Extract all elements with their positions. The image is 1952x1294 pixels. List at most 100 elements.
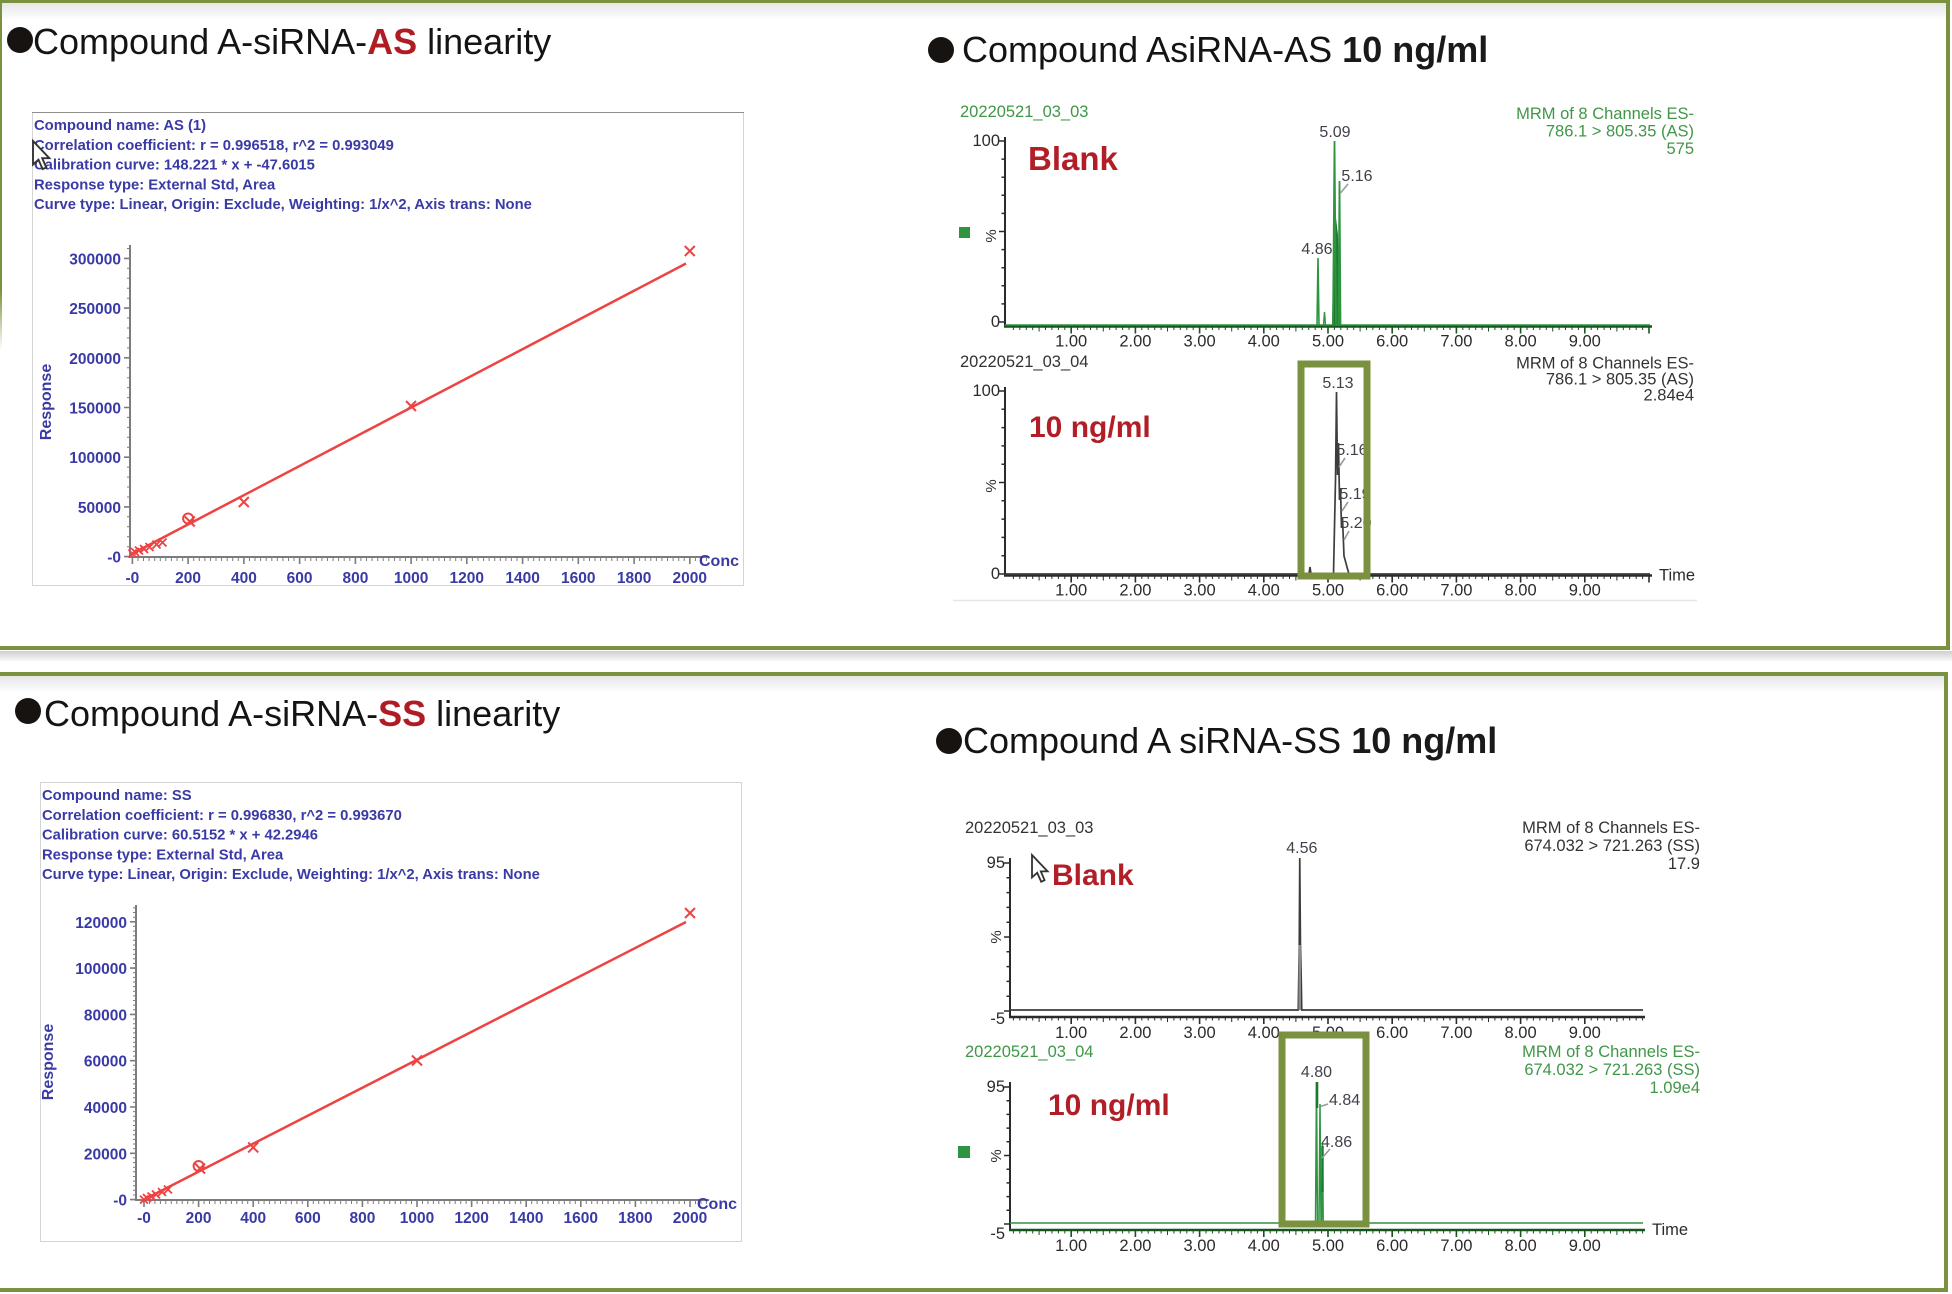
svg-text:1.00: 1.00 — [1055, 333, 1087, 351]
svg-text:3.00: 3.00 — [1184, 1237, 1216, 1255]
svg-text:4.00: 4.00 — [1248, 1024, 1280, 1042]
svg-text:3.00: 3.00 — [1184, 1024, 1216, 1042]
svg-text:1000: 1000 — [394, 570, 428, 586]
svg-text:%: % — [988, 1149, 1005, 1162]
svg-text:9.00: 9.00 — [1569, 1237, 1601, 1255]
svg-text:1200: 1200 — [454, 1210, 488, 1227]
svg-text:600: 600 — [295, 1210, 321, 1227]
svg-text:4.80: 4.80 — [1301, 1064, 1332, 1081]
svg-text:80000: 80000 — [84, 1007, 127, 1024]
svg-text:8.00: 8.00 — [1505, 1237, 1537, 1255]
svg-text:Response: Response — [40, 1024, 57, 1101]
svg-text:17.9: 17.9 — [1668, 855, 1700, 873]
svg-text:20220521_03_04: 20220521_03_04 — [965, 1043, 1093, 1061]
svg-text:-5: -5 — [990, 1225, 1005, 1243]
svg-text:4.86: 4.86 — [1301, 241, 1332, 258]
svg-text:Time: Time — [1659, 567, 1695, 585]
svg-text:3.00: 3.00 — [1184, 333, 1216, 351]
svg-text:6.00: 6.00 — [1376, 1237, 1408, 1255]
svg-text:100: 100 — [972, 382, 1000, 400]
svg-text:9.00: 9.00 — [1569, 1024, 1601, 1042]
svg-text:Curve type: Linear, Origin: Ex: Curve type: Linear, Origin: Exclude, Wei… — [34, 197, 532, 213]
svg-text:20220521_03_04: 20220521_03_04 — [960, 353, 1088, 371]
svg-text:Response type: External Std, A: Response type: External Std, Area — [42, 847, 284, 863]
svg-text:200000: 200000 — [69, 351, 121, 368]
svg-text:2.00: 2.00 — [1119, 582, 1151, 600]
svg-text:%: % — [988, 930, 1005, 943]
svg-text:1600: 1600 — [564, 1210, 598, 1227]
svg-text:5.09: 5.09 — [1319, 124, 1350, 141]
svg-text:4.00: 4.00 — [1248, 582, 1280, 600]
svg-text:2000: 2000 — [673, 1210, 707, 1227]
svg-text:5.00: 5.00 — [1312, 333, 1344, 351]
svg-text:0: 0 — [991, 565, 1000, 583]
svg-text:8.00: 8.00 — [1505, 1024, 1537, 1042]
svg-text:1400: 1400 — [505, 570, 539, 586]
svg-text:2.00: 2.00 — [1119, 1237, 1151, 1255]
svg-text:4.56: 4.56 — [1286, 840, 1317, 857]
svg-text:3.00: 3.00 — [1184, 582, 1216, 600]
svg-text:2.00: 2.00 — [1119, 1024, 1151, 1042]
svg-text:7.00: 7.00 — [1440, 1024, 1472, 1042]
svg-text:-5: -5 — [990, 1010, 1005, 1028]
svg-text:%: % — [983, 479, 1000, 492]
svg-text:8.00: 8.00 — [1505, 582, 1537, 600]
svg-text:1800: 1800 — [618, 1210, 652, 1227]
svg-text:7.00: 7.00 — [1440, 582, 1472, 600]
svg-text:-0: -0 — [113, 1193, 127, 1210]
svg-text:95: 95 — [987, 1078, 1005, 1096]
svg-text:300000: 300000 — [69, 251, 121, 268]
svg-text:4.86: 4.86 — [1321, 1134, 1352, 1151]
svg-text:1800: 1800 — [617, 570, 651, 586]
svg-text:Blank: Blank — [1052, 859, 1134, 892]
svg-text:800: 800 — [349, 1210, 375, 1227]
svg-text:100000: 100000 — [69, 450, 121, 467]
svg-text:6.00: 6.00 — [1376, 333, 1408, 351]
svg-text:MRM of 8 Channels ES-: MRM of 8 Channels ES- — [1522, 1043, 1700, 1061]
svg-text:Conc: Conc — [697, 1196, 737, 1213]
svg-text:20220521_03_03: 20220521_03_03 — [960, 103, 1088, 121]
svg-text:7.00: 7.00 — [1440, 1237, 1472, 1255]
svg-text:8.00: 8.00 — [1505, 333, 1537, 351]
svg-text:Conc: Conc — [699, 553, 739, 570]
svg-text:10 ng/ml: 10 ng/ml — [1048, 1089, 1170, 1122]
svg-text:674.032 > 721.263 (SS): 674.032 > 721.263 (SS) — [1524, 837, 1700, 855]
svg-text:800: 800 — [342, 570, 368, 586]
svg-text:150000: 150000 — [69, 401, 121, 418]
svg-text:600: 600 — [287, 570, 313, 586]
svg-text:MRM of 8 Channels ES-: MRM of 8 Channels ES- — [1516, 105, 1694, 123]
svg-text:20000: 20000 — [84, 1146, 127, 1163]
svg-text:-0: -0 — [107, 550, 121, 567]
svg-text:10 ng/ml: 10 ng/ml — [1029, 411, 1151, 444]
svg-text:Curve type: Linear, Origin: Ex: Curve type: Linear, Origin: Exclude, Wei… — [42, 867, 540, 883]
svg-text:5.00: 5.00 — [1312, 582, 1344, 600]
svg-text:2.84e4: 2.84e4 — [1644, 386, 1694, 404]
svg-text:674.032 > 721.263 (SS): 674.032 > 721.263 (SS) — [1524, 1061, 1700, 1079]
svg-text:MRM of 8 Channels ES-: MRM of 8 Channels ES- — [1522, 819, 1700, 837]
svg-text:250000: 250000 — [69, 301, 121, 318]
svg-text:1000: 1000 — [400, 1210, 434, 1227]
svg-text:%: % — [983, 229, 1000, 242]
svg-text:Compound name: SS: Compound name: SS — [42, 788, 192, 804]
svg-text:1.00: 1.00 — [1055, 1237, 1087, 1255]
svg-text:786.1 > 805.35 (AS): 786.1 > 805.35 (AS) — [1546, 371, 1694, 389]
svg-text:20220521_03_03: 20220521_03_03 — [965, 819, 1093, 837]
svg-text:Response type: External Std, A: Response type: External Std, Area — [34, 177, 276, 193]
svg-text:-0: -0 — [137, 1210, 151, 1227]
svg-text:-0: -0 — [126, 570, 140, 586]
svg-text:2000: 2000 — [673, 570, 707, 586]
svg-text:Correlation coefficient: r = 0: Correlation coefficient: r = 0.996830, r… — [42, 808, 402, 824]
svg-text:7.00: 7.00 — [1440, 333, 1472, 351]
svg-text:95: 95 — [987, 854, 1005, 872]
svg-text:4.00: 4.00 — [1248, 333, 1280, 351]
svg-text:4.00: 4.00 — [1248, 1237, 1280, 1255]
svg-text:5.16: 5.16 — [1336, 442, 1367, 459]
svg-text:575: 575 — [1666, 140, 1694, 158]
svg-text:4.84: 4.84 — [1329, 1092, 1360, 1109]
svg-text:400: 400 — [240, 1210, 266, 1227]
svg-text:60000: 60000 — [84, 1054, 127, 1071]
svg-text:Compound name: AS (1): Compound name: AS (1) — [34, 118, 206, 134]
svg-text:Time: Time — [1652, 1221, 1688, 1239]
svg-text:9.00: 9.00 — [1569, 582, 1601, 600]
svg-text:9.00: 9.00 — [1569, 333, 1601, 351]
